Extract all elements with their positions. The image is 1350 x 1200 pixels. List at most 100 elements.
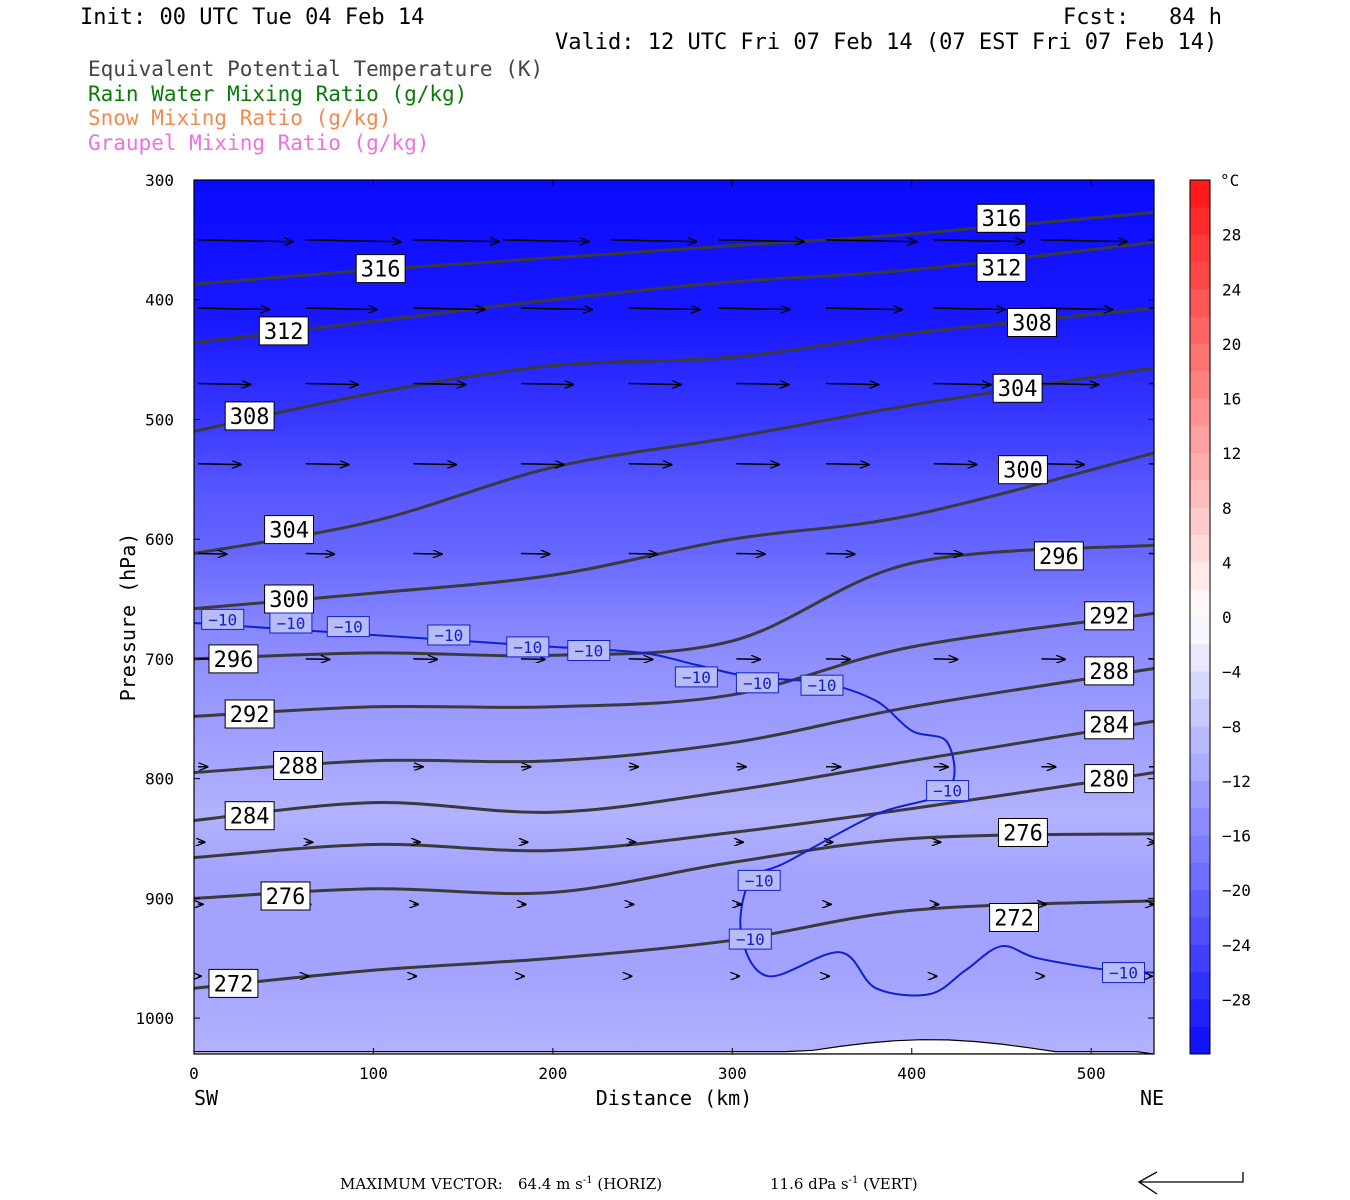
isotherm-label: −10 xyxy=(674,666,718,688)
wind-vector xyxy=(305,659,330,660)
isotherm-label: −10 xyxy=(201,608,245,630)
field-label-theta-e: Equivalent Potential Temperature (K) xyxy=(88,57,544,81)
theta-e-label-304-right: 304 xyxy=(992,373,1043,403)
theta-e-label-308: 308 xyxy=(224,401,275,431)
theta-e-label-284-right: 284 xyxy=(1084,710,1135,740)
x-tick-label: 400 xyxy=(897,1064,926,1083)
theta-e-contour-304 xyxy=(194,366,1154,555)
colorbar-segment xyxy=(1190,780,1210,809)
wind-vector xyxy=(520,384,573,385)
wind-vector xyxy=(502,240,589,242)
wind-vector xyxy=(413,240,499,242)
colorbar-segment xyxy=(1190,1026,1210,1055)
colorbar-label: −28 xyxy=(1222,990,1251,1009)
x-right-direction: NE xyxy=(1140,1086,1164,1110)
y-tick-label: 300 xyxy=(145,171,174,190)
colorbar-label: 8 xyxy=(1222,499,1232,518)
wind-vector xyxy=(197,240,293,242)
wind-vector xyxy=(197,554,227,555)
svg-text:−10: −10 xyxy=(276,614,305,633)
svg-text:−10: −10 xyxy=(334,618,363,637)
wind-vector xyxy=(933,464,977,465)
isotherm-label: −10 xyxy=(506,636,550,658)
colorbar-segment xyxy=(1190,398,1210,427)
wind-vector xyxy=(1148,463,1154,465)
svg-text:−10: −10 xyxy=(513,638,542,657)
theta-e-label-272-right: 272 xyxy=(989,903,1039,932)
theta-e-contour-284 xyxy=(194,719,1154,822)
colorbar-label: 0 xyxy=(1222,608,1232,627)
isotherm-label: −10 xyxy=(326,616,370,638)
svg-text:300: 300 xyxy=(269,588,309,613)
forecast-hour: Fcst: 84 h xyxy=(1063,5,1222,30)
isotherm-label: −10 xyxy=(269,612,313,634)
wind-vector xyxy=(825,554,855,555)
svg-text:296: 296 xyxy=(1039,545,1079,570)
svg-text:288: 288 xyxy=(1089,660,1129,685)
svg-text:−10: −10 xyxy=(743,674,772,693)
contour-label-layer: 316 316 312 312 308 308 304 304 300 300 296 296 292 2… xyxy=(201,203,1145,998)
wind-vector-layer xyxy=(197,239,1154,976)
svg-text:276: 276 xyxy=(266,885,306,910)
theta-e-contour-288 xyxy=(194,667,1154,775)
svg-text:272: 272 xyxy=(214,972,254,997)
colorbar-segment xyxy=(1190,480,1210,509)
wind-vector xyxy=(520,554,550,555)
wind-vector xyxy=(628,384,681,385)
wind-vector xyxy=(1148,239,1154,241)
colorbar-segment xyxy=(1190,343,1210,372)
colorbar-segment xyxy=(1190,562,1210,591)
colorbar-label: −16 xyxy=(1222,827,1251,846)
svg-text:288: 288 xyxy=(278,754,318,779)
wind-vector xyxy=(413,659,437,660)
colorbar-segment xyxy=(1190,944,1210,973)
theta-e-label-312: 312 xyxy=(258,316,309,346)
svg-text:−10: −10 xyxy=(574,642,603,661)
theta-e-label-288-right: 288 xyxy=(1084,656,1135,686)
wind-vector xyxy=(197,464,241,465)
theta-e-label-272: 272 xyxy=(208,968,259,998)
isotherm-label: −10 xyxy=(735,672,779,694)
y-tick-label: 700 xyxy=(145,650,174,669)
isotherm-label: −10 xyxy=(800,674,844,696)
svg-text:−10: −10 xyxy=(208,610,237,629)
cross-section-chart: 316 316 312 312 308 308 304 304 300 300 296 296 292 2… xyxy=(116,171,1251,1110)
colorbar-segment xyxy=(1190,808,1210,836)
wind-vector xyxy=(825,240,916,242)
max-horiz-vector: 64.4 m s-1 (HORIZ) xyxy=(518,1175,663,1193)
svg-text:−10: −10 xyxy=(1109,964,1138,983)
svg-text:−10: −10 xyxy=(933,782,962,801)
y-tick-label: 500 xyxy=(145,410,174,429)
wind-vector xyxy=(933,308,1005,309)
wind-vector xyxy=(413,554,442,555)
reference-vector-arrow xyxy=(1137,1171,1244,1195)
wind-vector xyxy=(1041,240,1127,242)
wind-vector xyxy=(628,659,653,660)
field-label-snow: Snow Mixing Ratio (g/kg) xyxy=(88,106,392,130)
svg-text:304: 304 xyxy=(269,519,309,544)
colorbar-label: 4 xyxy=(1222,553,1232,572)
colorbar-segment xyxy=(1190,890,1210,918)
wind-vector xyxy=(610,240,697,242)
svg-text:316: 316 xyxy=(982,207,1022,232)
colorbar-segment xyxy=(1190,835,1210,864)
colorbar-label: 20 xyxy=(1222,335,1241,354)
theta-e-label-280-right: 280 xyxy=(1084,764,1135,794)
colorbar-label: 16 xyxy=(1222,390,1241,409)
x-tick-label: 300 xyxy=(718,1064,747,1083)
wind-vector xyxy=(825,659,850,660)
colorbar-label: −20 xyxy=(1222,881,1251,900)
colorbar-frame xyxy=(1189,179,1211,1055)
colorbar-segment xyxy=(1190,261,1210,290)
theta-e-label-312-right: 312 xyxy=(976,252,1027,282)
colorbar-segment xyxy=(1190,617,1210,645)
colorbar-label: −8 xyxy=(1222,717,1241,736)
theta-e-label-308-right: 308 xyxy=(1007,308,1057,337)
wind-vector xyxy=(305,464,349,465)
y-axis-label: Pressure (hPa) xyxy=(116,533,140,702)
colorbar-segment xyxy=(1190,371,1210,399)
svg-text:−10: −10 xyxy=(745,871,774,890)
wind-vector xyxy=(305,384,358,385)
wind-vector xyxy=(628,464,672,465)
theta-e-label-300: 300 xyxy=(264,584,315,614)
